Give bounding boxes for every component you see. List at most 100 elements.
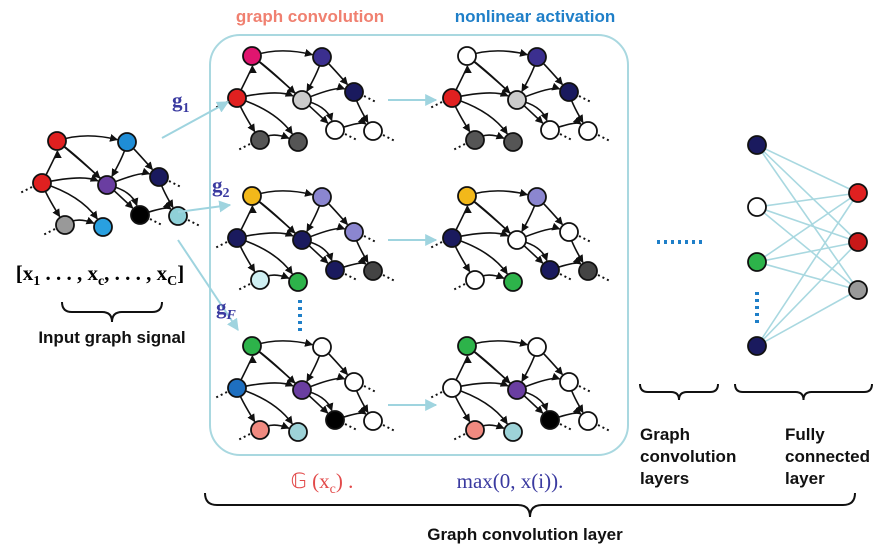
edge-stub bbox=[560, 424, 572, 430]
fc-node bbox=[849, 233, 867, 251]
edge bbox=[252, 346, 328, 413]
fc-edge bbox=[757, 207, 858, 242]
edge-stub bbox=[430, 102, 442, 108]
node bbox=[508, 91, 526, 109]
node bbox=[289, 273, 307, 291]
column-title: graph convolution bbox=[236, 7, 384, 26]
edge-stub bbox=[188, 220, 200, 226]
node bbox=[443, 379, 461, 397]
node bbox=[504, 133, 522, 151]
edge-stub bbox=[453, 144, 465, 150]
fc-label: Fully bbox=[785, 425, 825, 444]
fc-node bbox=[748, 337, 766, 355]
edge-stub bbox=[453, 284, 465, 290]
fc-node bbox=[748, 136, 766, 154]
edge-stub bbox=[560, 134, 572, 140]
edge-stub bbox=[238, 144, 250, 150]
node bbox=[228, 229, 246, 247]
edge-stub bbox=[364, 386, 376, 392]
activation-formula: max(0, x(i)). bbox=[457, 469, 564, 493]
node bbox=[326, 261, 344, 279]
node bbox=[560, 373, 578, 391]
edge-stub bbox=[215, 242, 227, 248]
node bbox=[364, 412, 382, 430]
column-title: nonlinear activation bbox=[455, 7, 616, 26]
edge-stub bbox=[453, 434, 465, 440]
node bbox=[251, 421, 269, 439]
formula-part: 𝔾 (x bbox=[291, 469, 331, 493]
fc-node bbox=[748, 253, 766, 271]
node bbox=[466, 421, 484, 439]
edge-stub bbox=[364, 96, 376, 102]
layers-label: convolution bbox=[640, 447, 736, 466]
edge-stub bbox=[20, 187, 32, 193]
node bbox=[289, 423, 307, 441]
node bbox=[466, 131, 484, 149]
node bbox=[458, 47, 476, 65]
conv-formula: 𝔾 (xc) . bbox=[291, 469, 354, 497]
formula-part: . . . , x bbox=[40, 261, 98, 285]
filter-subscript: F bbox=[226, 308, 237, 323]
node bbox=[131, 206, 149, 224]
brace bbox=[735, 384, 872, 400]
node bbox=[541, 261, 559, 279]
edge-stub bbox=[598, 135, 610, 141]
filter-label: g2 bbox=[212, 173, 230, 201]
fc-edge bbox=[757, 207, 858, 290]
node bbox=[169, 207, 187, 225]
edge-stub bbox=[579, 236, 591, 242]
edge-stub bbox=[430, 242, 442, 248]
edge bbox=[252, 196, 328, 263]
node bbox=[33, 174, 51, 192]
fc-edge bbox=[757, 242, 858, 346]
node bbox=[560, 223, 578, 241]
node bbox=[150, 168, 168, 186]
fc-label: layer bbox=[785, 469, 825, 488]
node bbox=[293, 381, 311, 399]
node bbox=[345, 373, 363, 391]
edge-stub bbox=[215, 392, 227, 398]
input-signal: [x1 . . . , xc, . . . , xC] bbox=[16, 261, 185, 289]
node bbox=[313, 188, 331, 206]
node bbox=[466, 271, 484, 289]
filter-label: g1 bbox=[172, 88, 190, 116]
filter-subscript: 2 bbox=[223, 186, 230, 201]
node bbox=[293, 91, 311, 109]
node bbox=[293, 231, 311, 249]
node bbox=[56, 216, 74, 234]
node bbox=[508, 231, 526, 249]
node bbox=[313, 338, 331, 356]
formula-part: C bbox=[167, 274, 177, 289]
node bbox=[541, 121, 559, 139]
diagram: graph convolution nonlinear activation g… bbox=[0, 0, 881, 549]
fc-label: connected bbox=[785, 447, 870, 466]
edge-stub bbox=[345, 134, 357, 140]
node bbox=[326, 411, 344, 429]
node bbox=[98, 176, 116, 194]
node bbox=[228, 89, 246, 107]
filter-subscript: 1 bbox=[183, 101, 190, 116]
node bbox=[458, 337, 476, 355]
node bbox=[364, 262, 382, 280]
edge-stub bbox=[345, 424, 357, 430]
formula-part: 1 bbox=[33, 274, 40, 289]
edge-stub bbox=[598, 425, 610, 431]
formula-part: ] bbox=[177, 261, 184, 285]
node bbox=[443, 89, 461, 107]
node bbox=[345, 83, 363, 101]
edge bbox=[57, 141, 133, 208]
node bbox=[504, 273, 522, 291]
node bbox=[579, 412, 597, 430]
node bbox=[560, 83, 578, 101]
edge-stub bbox=[383, 425, 395, 431]
edge-stub bbox=[430, 392, 442, 398]
node bbox=[326, 121, 344, 139]
edge bbox=[252, 56, 328, 123]
node bbox=[251, 131, 269, 149]
edge-stub bbox=[238, 284, 250, 290]
node bbox=[504, 423, 522, 441]
edge-stub bbox=[43, 229, 55, 235]
node bbox=[364, 122, 382, 140]
formula-part: ) . bbox=[336, 469, 354, 493]
node bbox=[579, 262, 597, 280]
